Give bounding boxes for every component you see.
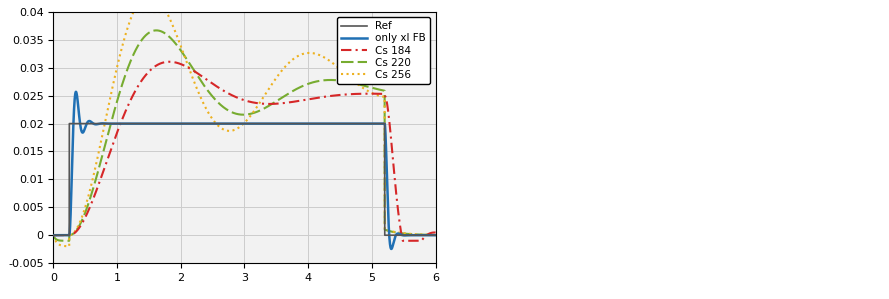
Line: Cs 184: Cs 184 [53, 62, 436, 241]
Ref [48, 234, 59, 237]
Legend: Ref, only xl FB, Cs 184, Cs 220, Cs 256: Ref, only xl FB, Cs 184, Cs 220, Cs 256 [337, 17, 430, 84]
only xl FB [386, 247, 396, 251]
Cs 184 [220, 90, 230, 93]
only xl FB [137, 122, 148, 125]
only xl FB [192, 122, 203, 125]
Cs 184 [428, 231, 438, 234]
Cs 220 [140, 33, 151, 37]
Cs 184 [48, 234, 59, 237]
Cs 220 [192, 74, 203, 78]
Ref [64, 122, 75, 125]
Cs 256 [430, 233, 441, 237]
Ref [430, 234, 441, 237]
Cs 256 [64, 245, 75, 248]
only xl FB [48, 234, 59, 237]
Ref [140, 122, 151, 125]
Cs 256 [192, 89, 203, 92]
Cs 256 [137, 10, 148, 14]
Cs 184 [139, 75, 149, 79]
Cs 256 [48, 234, 59, 237]
only xl FB [220, 122, 230, 125]
Cs 184 [140, 73, 151, 77]
Ref [428, 234, 438, 237]
Cs 220 [430, 233, 441, 237]
only xl FB [139, 122, 149, 125]
Cs 220 [48, 234, 59, 237]
Line: Ref: Ref [53, 123, 436, 235]
Cs 220 [220, 106, 230, 110]
Cs 184 [137, 78, 148, 82]
only xl FB [140, 122, 151, 125]
Cs 220 [428, 233, 438, 237]
Cs 220 [139, 35, 149, 39]
Ref [192, 122, 203, 125]
Line: only xl FB: only xl FB [53, 92, 436, 249]
Line: Cs 220: Cs 220 [53, 30, 436, 241]
Ref [220, 122, 230, 125]
Cs 256 [428, 233, 438, 237]
Cs 256 [220, 128, 230, 132]
Cs 220 [64, 239, 75, 242]
Line: Cs 256: Cs 256 [53, 12, 436, 246]
Cs 184 [397, 239, 408, 242]
Cs 184 [164, 60, 174, 63]
Cs 220 [137, 38, 148, 41]
Ref [139, 122, 149, 125]
only xl FB [428, 234, 438, 237]
Cs 256 [128, 10, 139, 14]
Cs 256 [139, 10, 149, 14]
only xl FB [70, 90, 81, 94]
Ref [137, 122, 148, 125]
only xl FB [430, 234, 441, 237]
Cs 220 [151, 29, 162, 32]
Cs 184 [430, 231, 441, 234]
Cs 184 [192, 71, 203, 75]
Cs 256 [141, 10, 152, 14]
